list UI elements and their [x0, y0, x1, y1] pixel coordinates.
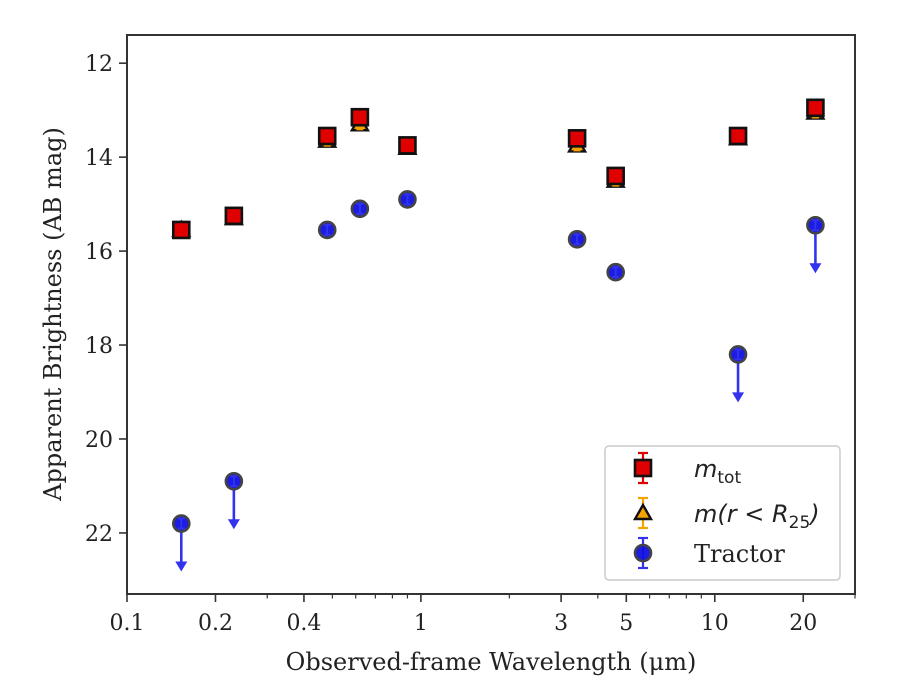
- axes-layer: 0.1 0.2 0.4 1 3 5 10 20 12 14 16 18 20 22: [85, 34, 856, 636]
- upper-limit-arrowhead: [175, 561, 188, 572]
- y-tick-label: 18: [85, 334, 113, 359]
- y-axis-title: Apparent Brightness (AB mag): [39, 127, 67, 502]
- upper-limit-arrowhead: [809, 263, 822, 274]
- legend-box: [604, 445, 841, 581]
- x-tick-label: 3: [554, 611, 568, 636]
- y-tick-label: 14: [85, 146, 113, 171]
- y-tick-label: 22: [85, 522, 113, 547]
- x-axis-title: Observed-frame Wavelength (μm): [286, 648, 697, 676]
- x-tick-label: 10: [701, 611, 729, 636]
- legend-label-m_r25: m(r < R25): [694, 500, 820, 533]
- legend-marker-m_tot: [633, 458, 653, 478]
- upper-limit-arrowhead: [732, 392, 745, 403]
- series-m_tot: [171, 98, 825, 240]
- plot-layer: [171, 98, 826, 572]
- upper-limit-arrowhead: [227, 519, 240, 530]
- y-tick-label: 16: [85, 240, 113, 265]
- x-tick-label: 0.1: [110, 611, 145, 636]
- x-tick-label: 20: [789, 611, 817, 636]
- legend-marker-m_r25: [632, 502, 654, 521]
- legend-marker-tractor: [633, 543, 653, 563]
- series-m_r25: [171, 102, 826, 238]
- x-tick-label: 1: [414, 611, 428, 636]
- x-tick-label: 5: [619, 611, 633, 636]
- y-tick-label: 12: [85, 52, 113, 77]
- x-tick-label: 0.4: [286, 611, 321, 636]
- legend-label-m_tot: mtot: [694, 455, 741, 488]
- y-tick-label: 20: [85, 428, 113, 453]
- plot-frame: [126, 34, 856, 595]
- x-tick-label: 0.2: [198, 611, 233, 636]
- series-tractor: [171, 190, 825, 572]
- legend: mtot m(r < R25) Tractor: [604, 445, 841, 581]
- legend-label-tractor: Tractor: [694, 540, 785, 568]
